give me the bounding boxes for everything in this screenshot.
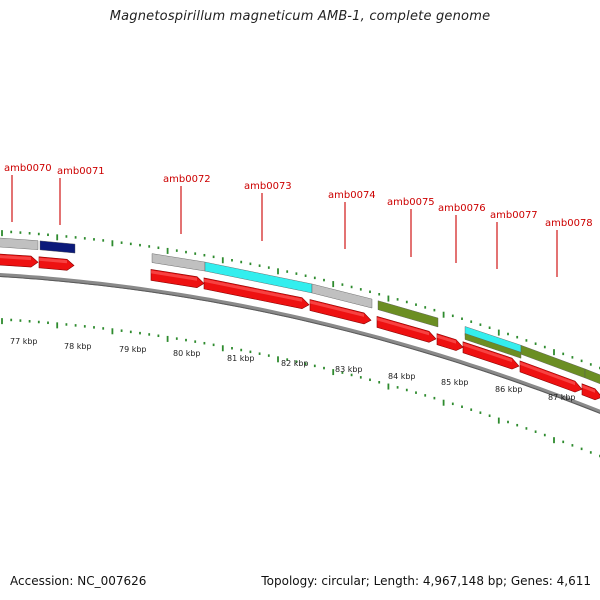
cds-track: [0, 253, 600, 401]
cds-arrow-highlight: [582, 384, 595, 393]
scale-label: 87 kbp: [548, 393, 576, 402]
gene-label-amb0074: amb0074: [328, 190, 376, 201]
cds-arrow-highlight: [151, 270, 197, 281]
backbone-shadow: [0, 275, 600, 414]
cds-arrow-highlight: [310, 300, 364, 317]
cds-arrow-highlight: [204, 278, 302, 302]
gene-label-amb0076: amb0076: [438, 203, 486, 214]
genome-backbone: [0, 272, 600, 414]
gene-label-amb0073: amb0073: [244, 181, 292, 192]
scale-label: 85 kbp: [441, 378, 469, 387]
outer-tick-ring: [1, 230, 600, 370]
genome-title: Magnetospirillum magneticum AMB-1, compl…: [109, 9, 491, 24]
scale-label: 80 kbp: [173, 349, 201, 358]
scale-label: 86 kbp: [495, 385, 523, 394]
inner-tick-ring: [1, 318, 600, 458]
scale-label: 83 kbp: [335, 365, 363, 374]
backbone-line: [0, 272, 600, 414]
gene-label-amb0070: amb0070: [4, 163, 52, 174]
scale-label: 82 kbp: [281, 359, 309, 368]
feature-bar: [464, 333, 522, 359]
genome-summary: Topology: circular; Length: 4,967,148 bp…: [261, 574, 591, 588]
scale-label: 77 kbp: [10, 337, 38, 346]
scale-label: 81 kbp: [227, 354, 255, 363]
feature-bar: [584, 368, 600, 385]
gene-label-amb0071: amb0071: [57, 166, 105, 177]
cds-arrow-highlight: [377, 317, 429, 336]
cds-arrow-highlight: [0, 255, 31, 261]
scale-label: 84 kbp: [388, 372, 416, 381]
accession-label: Accession: NC_007626: [10, 574, 147, 588]
feature-bar: [311, 283, 373, 309]
scale-label: 79 kbp: [119, 345, 147, 354]
gene-label-amb0077: amb0077: [490, 210, 538, 221]
cds-arrow-highlight: [520, 361, 575, 386]
feature-track: [0, 237, 600, 385]
cds-arrow-highlight: [463, 342, 512, 363]
gene-label-amb0078: amb0078: [545, 218, 593, 229]
cds-arrow-highlight: [39, 257, 67, 264]
cds-arrow-highlight: [437, 334, 456, 344]
gene-label-amb0072: amb0072: [163, 174, 211, 185]
feature-bar: [377, 300, 439, 328]
gene-callouts: amb0070 amb0071 amb0072 amb0073 amb0074 amb00…: [4, 163, 593, 277]
scale-label: 78 kbp: [64, 342, 92, 351]
feature-bar: [39, 240, 76, 254]
feature-bar: [0, 237, 39, 250]
feature-bar: [151, 253, 206, 272]
gene-label-amb0075: amb0075: [387, 197, 435, 208]
scale-labels: 77 kbp 78 kbp 79 kbp 80 kbp 81 kbp 82 kbp 83 k…: [10, 337, 576, 402]
